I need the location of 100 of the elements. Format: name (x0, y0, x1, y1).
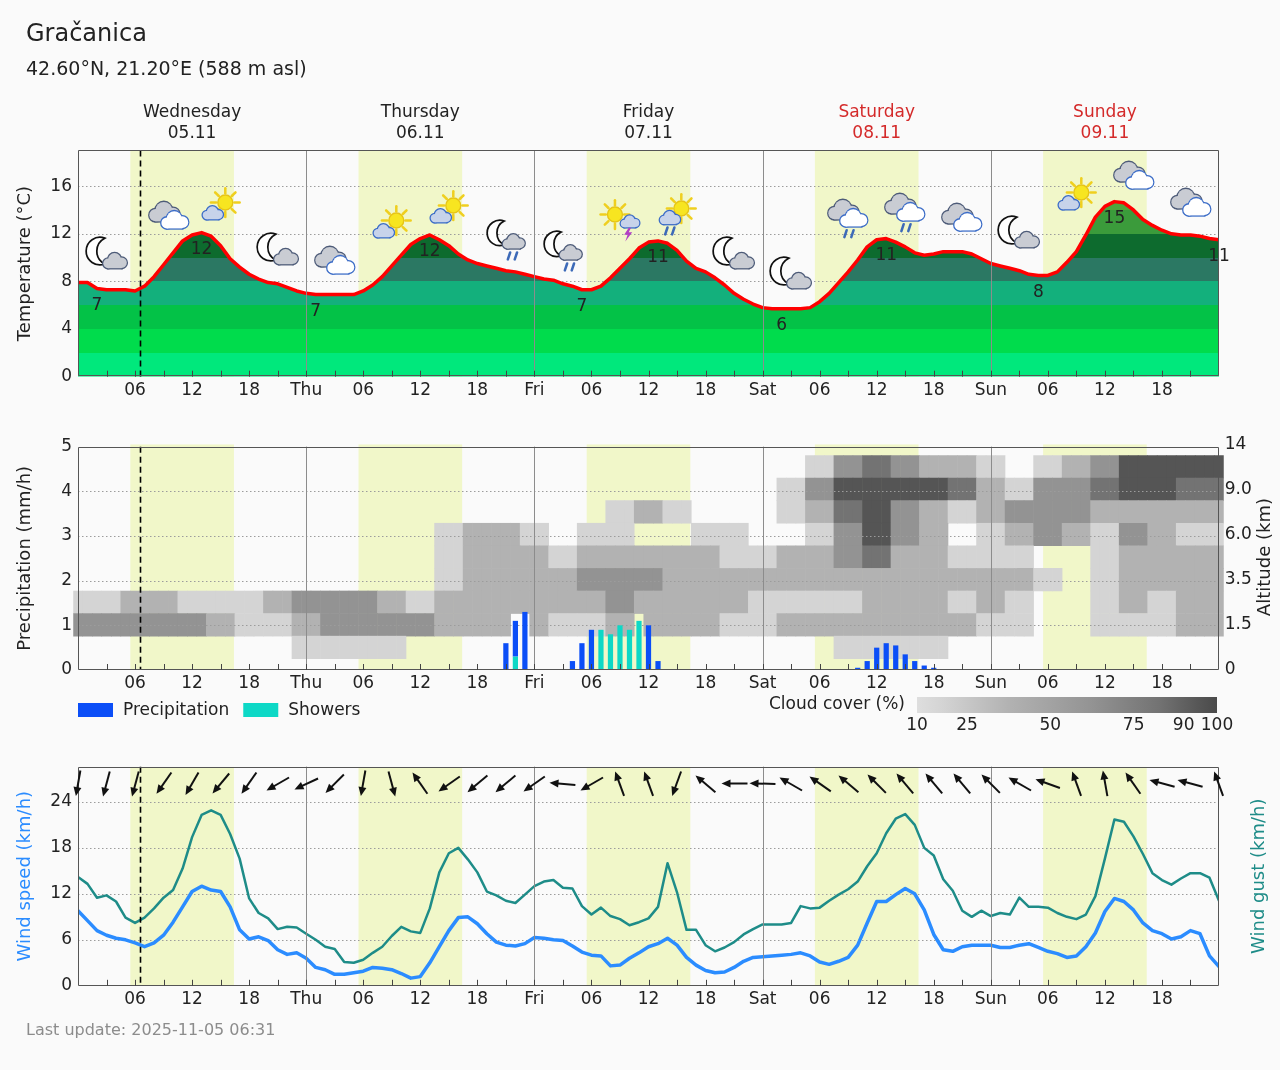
x-tick-label: 06 (124, 671, 146, 692)
x-tick-label: Sun (974, 671, 1007, 692)
y-tick-label: 12 (50, 882, 72, 903)
x-tick-label: Sat (748, 671, 777, 692)
x-tick-label: Sat (748, 987, 777, 1008)
bar (579, 643, 585, 670)
x-tick-label: 18 (1151, 987, 1173, 1008)
x-tick-label: 06 (580, 987, 603, 1008)
y-tick-label: 3.5 (1224, 568, 1252, 589)
x-tick-label: Sat (748, 378, 777, 399)
y-tick-label: 24 (50, 790, 72, 811)
legend-label: Showers (288, 699, 361, 720)
x-tick-label: 12 (1094, 671, 1116, 692)
x-tick-label: 12 (637, 671, 660, 692)
x-tick-label: 12 (865, 987, 888, 1008)
x-tick-label: 06 (808, 378, 831, 399)
y-tick-label: 0 (61, 658, 72, 679)
x-tick-label: 06 (808, 671, 831, 692)
chart-title: Gračanica (26, 18, 147, 48)
annotation: 8 (1032, 280, 1044, 301)
x-tick-label: 12 (181, 671, 203, 692)
color-bar-label: 90 (1172, 714, 1195, 735)
x-tick-label: Thu (289, 378, 323, 399)
x-tick-label: Thu (289, 987, 323, 1008)
x-tick-label: 12 (637, 378, 660, 399)
x-tick-label: 12 (409, 671, 432, 692)
annotation: 7 (310, 299, 322, 320)
annotation: 6 (776, 314, 788, 335)
x-tick-label: 18 (238, 378, 260, 399)
x-tick-label: 12 (865, 378, 888, 399)
color-bar-label: 25 (956, 714, 978, 735)
x-tick-label: 06 (580, 671, 603, 692)
bar (512, 620, 518, 657)
x-tick-label: 06 (352, 378, 375, 399)
x2-tick-label: Thursday 06.11 (379, 100, 460, 143)
x-tick-label: 18 (694, 671, 717, 692)
x-tick-label: Fri (524, 378, 545, 399)
x-tick-label: 12 (181, 987, 203, 1008)
y-tick-label: 9.0 (1224, 477, 1252, 498)
x-tick-label: Sun (974, 987, 1007, 1008)
x-tick-label: 12 (409, 987, 432, 1008)
x-tick-label: 06 (1037, 671, 1059, 692)
annotation: 12 (418, 240, 441, 261)
color-bar-label: 10 (906, 714, 928, 735)
y-axis-title: Wind speed (km/h) (12, 790, 34, 962)
annotation: 11 (875, 243, 898, 264)
y-axis-title: Precipitation (mm/h) (12, 465, 34, 651)
chart-subtitle: 42.60°N, 21.20°E (588 m asl) (26, 56, 307, 80)
y-tick-label: 6.0 (1224, 522, 1252, 543)
x-tick-label: Thu (289, 671, 323, 692)
y-tick-label: 4 (61, 479, 72, 500)
x-tick-label: 18 (238, 987, 260, 1008)
x-tick-label: 18 (922, 987, 945, 1008)
x-tick-label: 06 (580, 378, 603, 399)
annotation: 7 (91, 293, 103, 314)
y-axis-title: Temperature (°C) (12, 185, 34, 343)
annotation: 15 (1103, 207, 1126, 228)
color-bar-label: 75 (1122, 714, 1145, 735)
x-tick-label: 06 (1037, 378, 1059, 399)
x2-tick-label: Friday 07.11 (622, 100, 675, 143)
x-tick-label: 06 (808, 987, 831, 1008)
x-tick-label: Fri (524, 671, 545, 692)
y-tick-label: 16 (50, 174, 72, 195)
y-tick-label: 12 (50, 222, 72, 243)
x-tick-label: 18 (922, 671, 945, 692)
x-tick-label: Sun (974, 378, 1007, 399)
x2-tick-label: Wednesday 05.11 (142, 100, 242, 143)
color-bar-label: 50 (1039, 714, 1062, 735)
x-tick-label: 06 (124, 378, 146, 399)
x-tick-label: 12 (637, 987, 660, 1008)
x-tick-label: 06 (124, 987, 146, 1008)
color-bar-title: Cloud cover (%) (768, 693, 905, 714)
annotation: 11 (647, 246, 669, 267)
y-tick-label: 0 (1224, 658, 1236, 679)
x-tick-label: 18 (694, 987, 717, 1008)
x-tick-label: 06 (352, 671, 375, 692)
x2-tick-label: Saturday 08.11 (838, 100, 915, 143)
bar (655, 661, 661, 670)
y-tick-label: 14 (1224, 432, 1247, 453)
y-tick-label: 1 (61, 613, 72, 634)
y-tick-label: 3 (61, 524, 72, 545)
y-tick-label: 6 (61, 928, 72, 949)
x-tick-label: 12 (181, 378, 203, 399)
annotation: 7 (576, 295, 588, 316)
y-tick-label: 0 (61, 365, 72, 386)
x-tick-label: Fri (524, 987, 545, 1008)
color-bar-label: 100 (1200, 714, 1234, 735)
x2-tick-label: Sunday 09.11 (1073, 100, 1137, 143)
x-tick-label: 12 (1094, 378, 1116, 399)
x-tick-label: 18 (1151, 378, 1173, 399)
y-tick-label: 5 (61, 435, 72, 456)
x-tick-label: 12 (1094, 987, 1116, 1008)
x-tick-label: 06 (352, 987, 375, 1008)
x-tick-label: 18 (466, 987, 489, 1008)
y-axis-title: Altitude (km) (1252, 498, 1274, 617)
x-tick-label: 18 (694, 378, 717, 399)
bar (636, 620, 642, 670)
y-tick-label: 8 (61, 269, 72, 290)
y-tick-label: 2 (61, 569, 72, 590)
x-tick-label: 18 (922, 378, 945, 399)
